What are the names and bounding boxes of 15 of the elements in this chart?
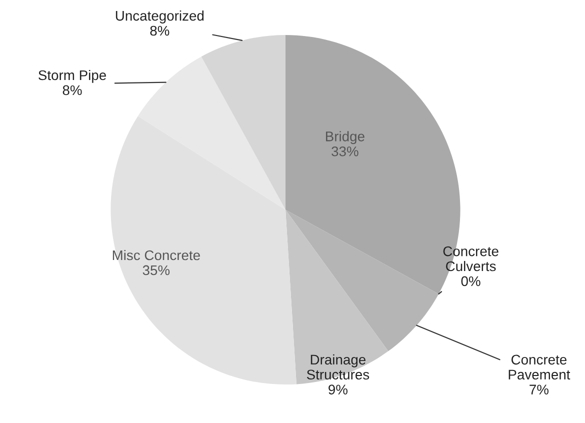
data-label: 8% bbox=[62, 85, 82, 96]
data-label: 8% bbox=[150, 26, 170, 36]
slice-label: Bridge bbox=[326, 131, 364, 144]
pie-slice bbox=[286, 210, 388, 384]
slice-label: Storm Pipe bbox=[38, 70, 106, 83]
category-label: Concrete Culverts bbox=[443, 246, 498, 272]
slice-label: Misc Concrete bbox=[112, 250, 200, 260]
data-label: 7% bbox=[530, 384, 548, 394]
slice-label: Concrete Pavement bbox=[508, 354, 570, 380]
data-label: 9% bbox=[328, 384, 348, 394]
data-label: 33% bbox=[332, 146, 358, 156]
slice-label: Drainage Structures bbox=[306, 354, 370, 380]
text: 0% bbox=[461, 276, 480, 286]
data-label: 35% bbox=[142, 265, 170, 276]
slice-label: Uncategorized bbox=[116, 10, 204, 24]
